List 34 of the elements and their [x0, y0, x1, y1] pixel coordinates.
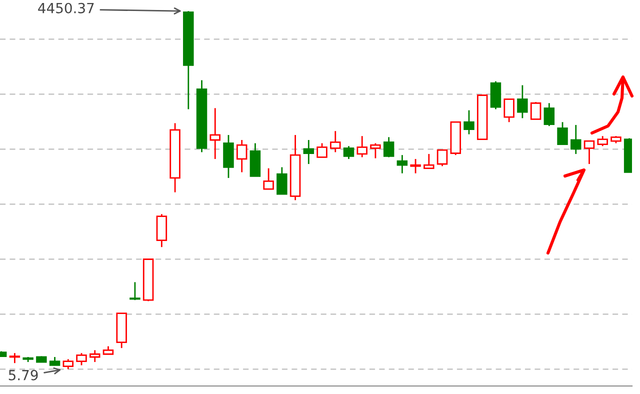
candlestick — [303, 139, 314, 165]
candlestick — [584, 140, 595, 165]
candlestick — [490, 80, 502, 110]
candlestick — [530, 101, 542, 120]
candlestick — [263, 168, 274, 190]
candlestick — [89, 350, 100, 363]
candlestick — [330, 130, 341, 153]
candlestick — [557, 121, 568, 145]
candlestick — [223, 134, 234, 179]
candlestick — [76, 352, 87, 366]
candlestick — [396, 154, 408, 174]
candlestick — [570, 124, 582, 155]
candlestick — [130, 281, 140, 301]
candlestick — [436, 149, 448, 167]
candlestick — [517, 84, 528, 119]
candlestick — [276, 166, 288, 195]
candlestick — [504, 98, 514, 123]
candlestick — [464, 110, 474, 135]
text: 5.79 — [8, 370, 38, 380]
candlestick — [356, 135, 368, 158]
candlestick — [236, 139, 248, 173]
candlestick — [62, 358, 74, 370]
candlestick — [210, 107, 220, 160]
candlestick — [410, 158, 421, 174]
candlestick — [9, 352, 20, 364]
candlestick — [424, 153, 434, 169]
candlestick — [370, 142, 381, 159]
candlestick — [343, 145, 354, 160]
candlestick — [544, 102, 555, 127]
candlestick — [316, 142, 328, 158]
candlestick — [156, 213, 168, 248]
candlestick — [383, 136, 394, 158]
candlestick — [597, 135, 608, 147]
annotation: 4450.37 — [38, 2, 94, 14]
